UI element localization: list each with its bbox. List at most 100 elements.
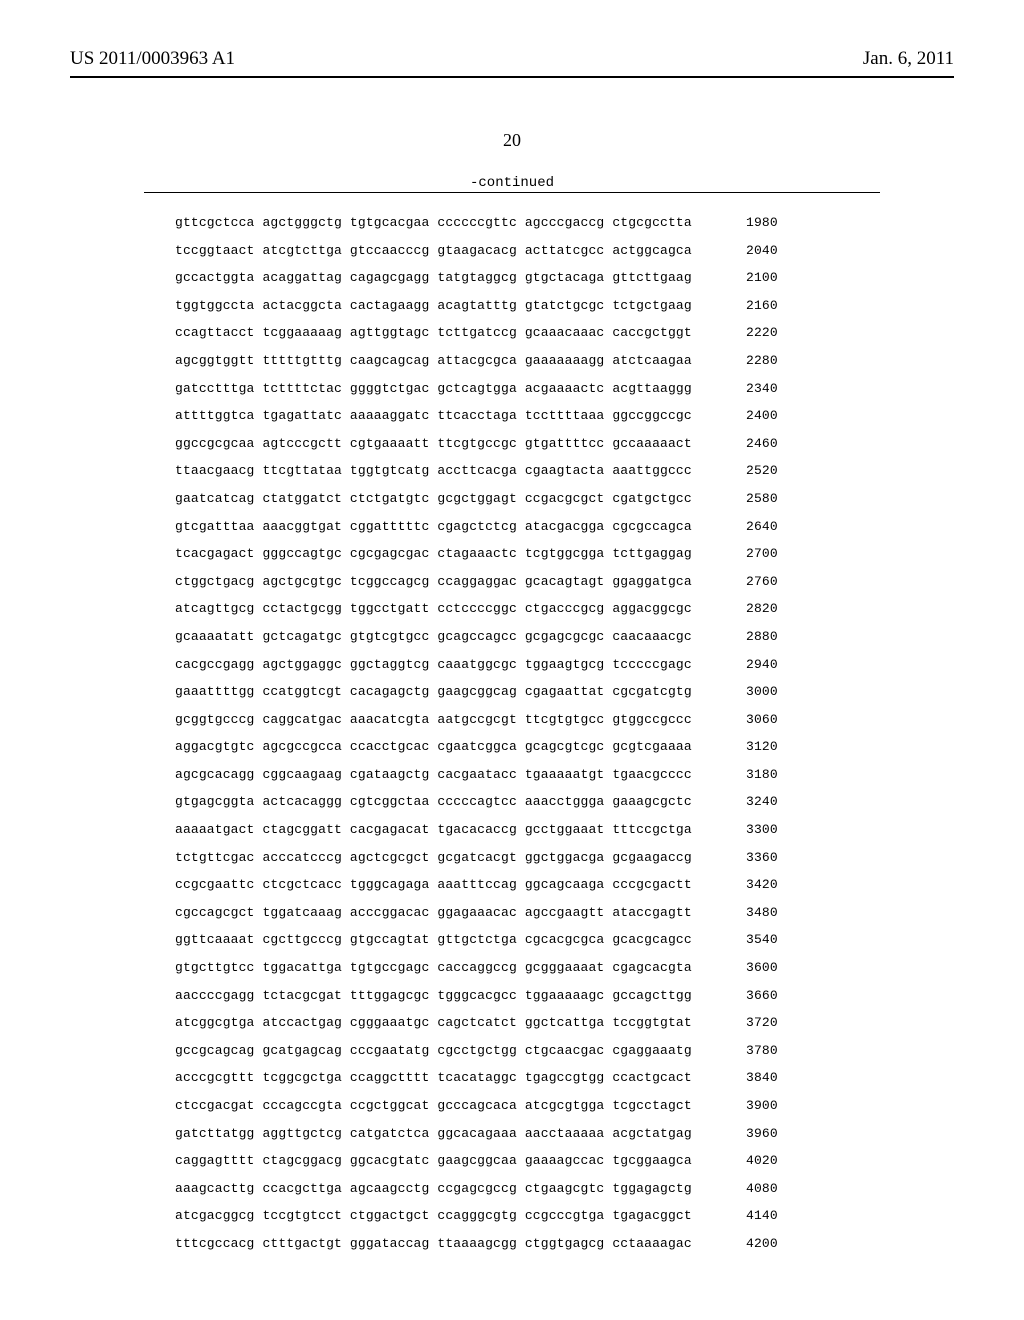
sequence-position: 3780 bbox=[718, 1044, 778, 1057]
page-number: 20 bbox=[0, 130, 1024, 151]
sequence-row: aaaaatgact ctagcggatt cacgagacat tgacaca… bbox=[175, 823, 778, 836]
sequence-row: ccagttacct tcggaaaaag agttggtagc tcttgat… bbox=[175, 326, 778, 339]
continued-label: -continued bbox=[0, 175, 1024, 191]
sequence-groups: cgccagcgct tggatcaaag acccggacac ggagaaa… bbox=[175, 906, 692, 919]
sequence-position: 2460 bbox=[718, 437, 778, 450]
sequence-groups: ggttcaaaat cgcttgcccg gtgccagtat gttgctc… bbox=[175, 933, 692, 946]
sequence-position: 2940 bbox=[718, 658, 778, 671]
sequence-row: aaccccgagg tctacgcgat tttggagcgc tgggcac… bbox=[175, 989, 778, 1002]
sequence-position: 2580 bbox=[718, 492, 778, 505]
sequence-groups: tggtggccta actacggcta cactagaagg acagtat… bbox=[175, 299, 692, 312]
sequence-position: 4140 bbox=[718, 1209, 778, 1222]
sequence-groups: atcgacggcg tccgtgtcct ctggactgct ccagggc… bbox=[175, 1209, 692, 1222]
sequence-row: gccactggta acaggattag cagagcgagg tatgtag… bbox=[175, 271, 778, 284]
sequence-groups: tttcgccacg ctttgactgt gggataccag ttaaaag… bbox=[175, 1237, 692, 1250]
sequence-position: 4020 bbox=[718, 1154, 778, 1167]
sequence-groups: agcgcacagg cggcaagaag cgataagctg cacgaat… bbox=[175, 768, 692, 781]
sequence-row: atcggcgtga atccactgag cgggaaatgc cagctca… bbox=[175, 1016, 778, 1029]
sequence-groups: ccgcgaattc ctcgctcacc tgggcagaga aaatttc… bbox=[175, 878, 692, 891]
sequence-position: 3240 bbox=[718, 795, 778, 808]
sequence-row: cacgccgagg agctggaggc ggctaggtcg caaatgg… bbox=[175, 658, 778, 671]
sequence-row: ggttcaaaat cgcttgcccg gtgccagtat gttgctc… bbox=[175, 933, 778, 946]
sequence-row: tctgttcgac acccatcccg agctcgcgct gcgatca… bbox=[175, 851, 778, 864]
sequence-row: tttcgccacg ctttgactgt gggataccag ttaaaag… bbox=[175, 1237, 778, 1250]
sequence-groups: attttggtca tgagattatc aaaaaggatc ttcacct… bbox=[175, 409, 692, 422]
sequence-position: 3360 bbox=[718, 851, 778, 864]
sequence-groups: aaaaatgact ctagcggatt cacgagacat tgacaca… bbox=[175, 823, 692, 836]
sequence-position: 2820 bbox=[718, 602, 778, 615]
sequence-position: 3480 bbox=[718, 906, 778, 919]
sequence-position: 2280 bbox=[718, 354, 778, 367]
sequence-groups: ctccgacgat cccagccgta ccgctggcat gcccagc… bbox=[175, 1099, 692, 1112]
header-rule bbox=[70, 76, 954, 78]
sequence-row: tccggtaact atcgtcttga gtccaacccg gtaagac… bbox=[175, 244, 778, 257]
sequence-row: ccgcgaattc ctcgctcacc tgggcagaga aaatttc… bbox=[175, 878, 778, 891]
sequence-groups: tcacgagact gggccagtgc cgcgagcgac ctagaaa… bbox=[175, 547, 692, 560]
publication-number: US 2011/0003963 A1 bbox=[70, 48, 235, 70]
sequence-position: 4200 bbox=[718, 1237, 778, 1250]
sequence-groups: ccagttacct tcggaaaaag agttggtagc tcttgat… bbox=[175, 326, 692, 339]
sequence-groups: tccggtaact atcgtcttga gtccaacccg gtaagac… bbox=[175, 244, 692, 257]
sequence-position: 2160 bbox=[718, 299, 778, 312]
sequence-row: ttaacgaacg ttcgttataa tggtgtcatg accttca… bbox=[175, 464, 778, 477]
sequence-position: 2760 bbox=[718, 575, 778, 588]
sequence-position: 2220 bbox=[718, 326, 778, 339]
sequence-groups: atcagttgcg cctactgcgg tggcctgatt cctcccc… bbox=[175, 602, 692, 615]
sequence-row: gatcttatgg aggttgctcg catgatctca ggcacag… bbox=[175, 1127, 778, 1140]
sequence-row: caggagtttt ctagcggacg ggcacgtatc gaagcgg… bbox=[175, 1154, 778, 1167]
sequence-row: gcggtgcccg caggcatgac aaacatcgta aatgccg… bbox=[175, 713, 778, 726]
sequence-row: acccgcgttt tcggcgctga ccaggctttt tcacata… bbox=[175, 1071, 778, 1084]
publication-date: Jan. 6, 2011 bbox=[863, 48, 954, 70]
sequence-groups: gaaattttgg ccatggtcgt cacagagctg gaagcgg… bbox=[175, 685, 692, 698]
sequence-groups: atcggcgtga atccactgag cgggaaatgc cagctca… bbox=[175, 1016, 692, 1029]
sequence-row: agcgcacagg cggcaagaag cgataagctg cacgaat… bbox=[175, 768, 778, 781]
sequence-position: 3060 bbox=[718, 713, 778, 726]
sequence-groups: gcggtgcccg caggcatgac aaacatcgta aatgccg… bbox=[175, 713, 692, 726]
sequence-groups: gccactggta acaggattag cagagcgagg tatgtag… bbox=[175, 271, 692, 284]
sequence-row: tggtggccta actacggcta cactagaagg acagtat… bbox=[175, 299, 778, 312]
sequence-row: gtgcttgtcc tggacattga tgtgccgagc caccagg… bbox=[175, 961, 778, 974]
sequence-position: 2340 bbox=[718, 382, 778, 395]
sequence-row: attttggtca tgagattatc aaaaaggatc ttcacct… bbox=[175, 409, 778, 422]
sequence-groups: tctgttcgac acccatcccg agctcgcgct gcgatca… bbox=[175, 851, 692, 864]
sequence-position: 3720 bbox=[718, 1016, 778, 1029]
sequence-row: atcagttgcg cctactgcgg tggcctgatt cctcccc… bbox=[175, 602, 778, 615]
sequence-row: tcacgagact gggccagtgc cgcgagcgac ctagaaa… bbox=[175, 547, 778, 560]
sequence-groups: gatcttatgg aggttgctcg catgatctca ggcacag… bbox=[175, 1127, 692, 1140]
sequence-row: ggccgcgcaa agtcccgctt cgtgaaaatt ttcgtgc… bbox=[175, 437, 778, 450]
sequence-groups: gtcgatttaa aaacggtgat cggatttttc cgagctc… bbox=[175, 520, 692, 533]
sequence-position: 2700 bbox=[718, 547, 778, 560]
sequence-row: aggacgtgtc agcgccgcca ccacctgcac cgaatcg… bbox=[175, 740, 778, 753]
sequence-position: 3840 bbox=[718, 1071, 778, 1084]
sequence-groups: caggagtttt ctagcggacg ggcacgtatc gaagcgg… bbox=[175, 1154, 692, 1167]
page: US 2011/0003963 A1 Jan. 6, 2011 20 -cont… bbox=[0, 0, 1024, 1320]
sequence-groups: gccgcagcag gcatgagcag cccgaatatg cgcctgc… bbox=[175, 1044, 692, 1057]
sequence-groups: gtgcttgtcc tggacattga tgtgccgagc caccagg… bbox=[175, 961, 692, 974]
sequence-row: gttcgctcca agctgggctg tgtgcacgaa ccccccg… bbox=[175, 216, 778, 229]
sequence-position: 2100 bbox=[718, 271, 778, 284]
sequence-top-rule bbox=[144, 192, 880, 193]
sequence-position: 3540 bbox=[718, 933, 778, 946]
sequence-row: aaagcacttg ccacgcttga agcaagcctg ccgagcg… bbox=[175, 1182, 778, 1195]
sequence-groups: cacgccgagg agctggaggc ggctaggtcg caaatgg… bbox=[175, 658, 692, 671]
sequence-row: ctggctgacg agctgcgtgc tcggccagcg ccaggag… bbox=[175, 575, 778, 588]
sequence-position: 2040 bbox=[718, 244, 778, 257]
sequence-position: 3600 bbox=[718, 961, 778, 974]
sequence-row: gtgagcggta actcacaggg cgtcggctaa cccccag… bbox=[175, 795, 778, 808]
sequence-groups: gaatcatcag ctatggatct ctctgatgtc gcgctgg… bbox=[175, 492, 692, 505]
sequence-row: gatcctttga tcttttctac ggggtctgac gctcagt… bbox=[175, 382, 778, 395]
sequence-row: ctccgacgat cccagccgta ccgctggcat gcccagc… bbox=[175, 1099, 778, 1112]
sequence-position: 4080 bbox=[718, 1182, 778, 1195]
sequence-position: 3000 bbox=[718, 685, 778, 698]
sequence-position: 3900 bbox=[718, 1099, 778, 1112]
sequence-row: gccgcagcag gcatgagcag cccgaatatg cgcctgc… bbox=[175, 1044, 778, 1057]
sequence-position: 3960 bbox=[718, 1127, 778, 1140]
sequence-position: 3120 bbox=[718, 740, 778, 753]
sequence-row: gtcgatttaa aaacggtgat cggatttttc cgagctc… bbox=[175, 520, 778, 533]
sequence-groups: gtgagcggta actcacaggg cgtcggctaa cccccag… bbox=[175, 795, 692, 808]
sequence-position: 3180 bbox=[718, 768, 778, 781]
sequence-groups: aggacgtgtc agcgccgcca ccacctgcac cgaatcg… bbox=[175, 740, 692, 753]
sequence-row: atcgacggcg tccgtgtcct ctggactgct ccagggc… bbox=[175, 1209, 778, 1222]
sequence-groups: acccgcgttt tcggcgctga ccaggctttt tcacata… bbox=[175, 1071, 692, 1084]
sequence-groups: aaccccgagg tctacgcgat tttggagcgc tgggcac… bbox=[175, 989, 692, 1002]
